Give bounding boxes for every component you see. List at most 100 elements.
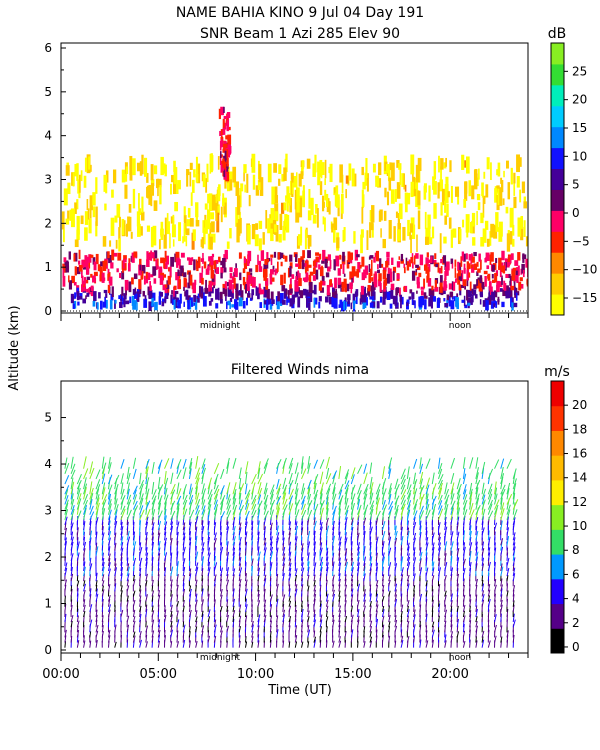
wind-vector [381, 499, 386, 510]
wind-vector [357, 599, 360, 607]
wind-vector [101, 526, 104, 536]
wind-vector [176, 540, 179, 551]
wind-vector [462, 624, 465, 633]
snr-echo-mark [132, 288, 136, 295]
wind-vector [107, 526, 111, 536]
wind-vector [444, 640, 447, 648]
wind-vector [182, 458, 187, 469]
wind-vector [301, 456, 304, 469]
wind-vector [238, 527, 242, 536]
wind-vector [83, 477, 87, 490]
snr-echo-mark [214, 259, 219, 264]
wind-vector [450, 600, 453, 607]
wind-vector [145, 580, 148, 587]
snr-echo-mark [127, 216, 132, 232]
wind-vector [101, 585, 104, 592]
wind-vector [462, 473, 467, 485]
wind-vector [207, 593, 210, 602]
snr-echo-mark [315, 256, 319, 262]
snr-echo-mark [139, 264, 141, 271]
snr-echo-mark [270, 258, 273, 266]
wind-vector [263, 482, 268, 495]
snr-echo-mark [463, 199, 467, 208]
wind-vector [188, 483, 192, 495]
wind-vector [332, 593, 336, 602]
wind-vector [257, 640, 260, 648]
wind-vector [201, 640, 204, 648]
snr-echo-mark [114, 215, 118, 223]
snr-echo-mark [368, 264, 371, 273]
wind-vector [307, 479, 312, 490]
snr-echo-mark [433, 180, 437, 195]
snr-colorbar-tick-label: −5 [572, 234, 590, 248]
wind-vector [406, 583, 410, 592]
wind-vector [332, 487, 336, 500]
wind-vector [481, 482, 485, 495]
snr-echo-mark [222, 158, 226, 168]
snr-echo-mark [83, 261, 87, 268]
wind-vector [301, 483, 305, 495]
snr-echo-mark [395, 211, 398, 218]
snr-echo-mark [248, 268, 253, 272]
snr-echo-mark [396, 273, 400, 280]
snr-echo-mark [328, 296, 332, 305]
wind-vector [195, 551, 199, 561]
snr-echo-mark [191, 179, 195, 193]
wind-vector [232, 457, 237, 469]
snr-echo-mark [320, 280, 323, 284]
wind-vector [357, 556, 360, 566]
wind-vector [164, 574, 166, 582]
wind-vector [338, 615, 341, 623]
snr-echo-mark [131, 277, 134, 285]
snr-echo-mark [461, 299, 465, 303]
snr-echo-mark [452, 228, 457, 238]
wind-vector [444, 516, 447, 526]
wind-vector [369, 500, 375, 510]
snr-echo-mark [177, 180, 181, 190]
wind-vector [419, 551, 423, 561]
wind-vector [313, 530, 316, 541]
snr-echo-mark [309, 271, 314, 276]
snr-echo-mark [311, 290, 315, 294]
wind-vector [226, 605, 229, 612]
wind-vector [512, 573, 516, 582]
snr-echo-mark [107, 272, 111, 277]
snr-echo-mark [380, 228, 382, 238]
wind-vector [157, 629, 161, 638]
wind-vector [325, 488, 331, 500]
snr-echo-mark [388, 177, 392, 191]
wind-vector [269, 615, 273, 623]
snr-echo-mark [107, 273, 111, 281]
wind-vector [132, 631, 136, 638]
wind-vector [226, 614, 229, 623]
snr-echo-mark [96, 302, 99, 310]
wind-vector [419, 457, 422, 469]
wind-vector [469, 562, 472, 572]
snr-echo-mark [166, 213, 169, 222]
wind-vector [151, 522, 155, 531]
snr-echo-mark [271, 299, 275, 304]
snr-echo-mark [451, 263, 454, 269]
wind-vector [325, 579, 328, 587]
snr-echo-mark [320, 287, 324, 293]
snr-echo-mark [304, 278, 308, 283]
wind-vector [394, 594, 397, 602]
wind-vector [151, 635, 154, 643]
snr-echo-mark [366, 230, 369, 251]
snr-echo-mark [294, 279, 297, 291]
wind-vector [276, 598, 279, 607]
wind-vector [369, 556, 373, 566]
snr-echo-mark [178, 273, 181, 279]
wind-vector [157, 594, 161, 602]
wind-vector [369, 640, 373, 648]
wind-vector [226, 482, 231, 495]
snr-echo-mark [332, 287, 335, 292]
wind-vector [120, 482, 124, 495]
snr-echo-mark [225, 295, 227, 302]
wind-vector [301, 600, 303, 607]
wind-vector [145, 500, 151, 510]
snr-echo-mark [334, 277, 337, 289]
wind-vector [95, 479, 101, 490]
snr-echo-mark [76, 199, 79, 210]
